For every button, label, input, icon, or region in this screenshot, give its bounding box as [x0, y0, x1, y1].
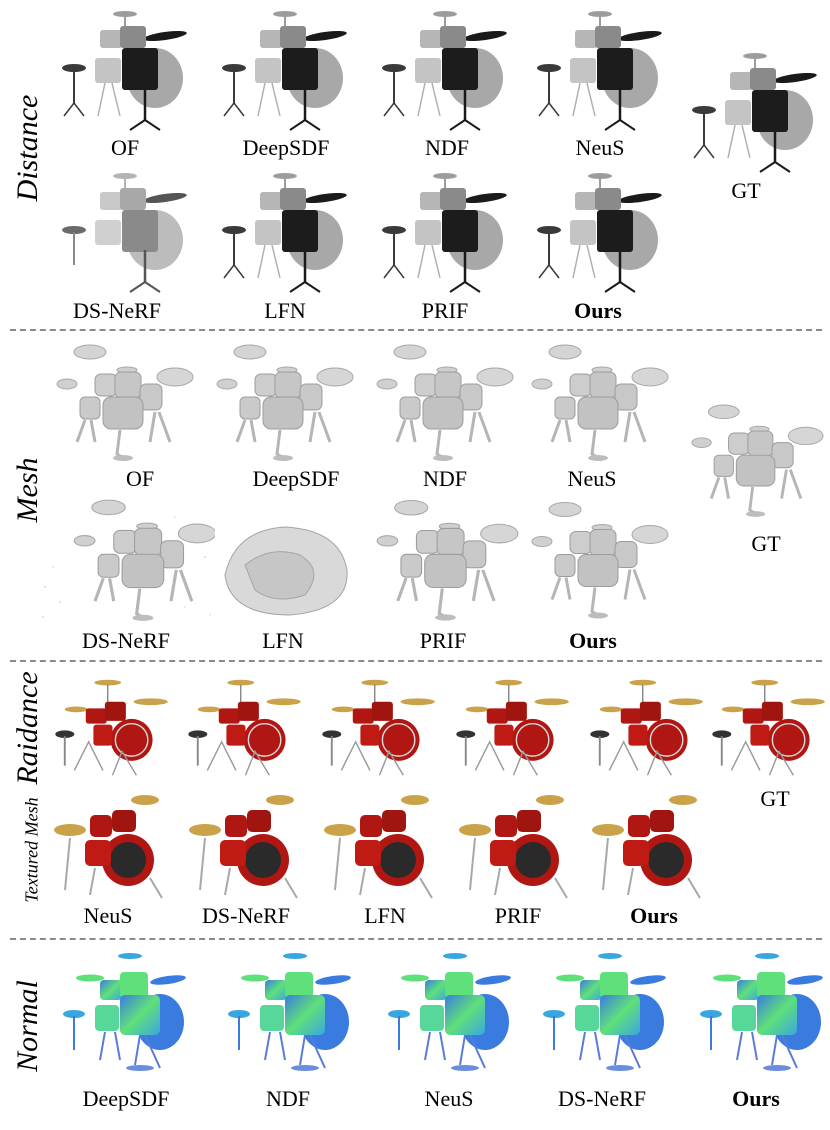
divider-3: [10, 938, 822, 940]
radiance-thumb-2: [188, 675, 303, 780]
texmesh-thumb-prif: [455, 790, 580, 900]
normal-thumb-ndf: [225, 950, 355, 1075]
mesh-thumb-of: [55, 342, 195, 462]
label-radiance: Raidance: [11, 671, 44, 785]
caption-normal-neus: NeuS: [424, 1086, 474, 1111]
normal-thumb-neus: [385, 950, 515, 1075]
caption-normal-ours: Ours: [732, 1086, 780, 1111]
mesh-thumb-lfn: [215, 515, 355, 620]
divider-1: [10, 329, 822, 331]
caption-texmesh-ours: Ours: [630, 903, 678, 928]
caption-distance-ours: Ours: [574, 298, 622, 323]
mesh-thumb-deepsdf: [215, 342, 355, 462]
caption-texmesh-neus: NeuS: [83, 903, 133, 928]
distance-thumb-of: [60, 8, 190, 133]
radiance-thumb-1: [55, 675, 170, 780]
texmesh-thumb-neus: [50, 790, 175, 900]
mesh-thumb-ndf: [375, 342, 515, 462]
caption-mesh-prif: PRIF: [419, 628, 467, 653]
texmesh-thumb-dsnerf: [180, 790, 315, 900]
caption-radiance-gt: GT: [760, 786, 790, 811]
normal-thumb-dsnerf: [540, 950, 670, 1075]
caption-normal-ndf: NDF: [265, 1086, 311, 1111]
texmesh-thumb-lfn: [320, 790, 445, 900]
caption-distance-ndf: NDF: [424, 135, 470, 160]
caption-mesh-ndf: NDF: [422, 466, 468, 491]
radiance-thumb-5: [590, 675, 705, 780]
caption-mesh-gt: GT: [751, 531, 781, 556]
texmesh-thumb-ours: [588, 790, 713, 900]
label-normal: Normal: [11, 980, 44, 1072]
caption-distance-prif: PRIF: [421, 298, 469, 323]
distance-thumb-neus: [535, 8, 665, 133]
distance-thumb-deepsdf: [220, 8, 350, 133]
mesh-thumb-gt: [690, 400, 825, 520]
caption-mesh-dsnerf: DS-NeRF: [81, 628, 171, 653]
distance-thumb-dsnerf: [60, 170, 190, 295]
distance-thumb-prif: [380, 170, 510, 295]
mesh-thumb-ours: [530, 497, 670, 622]
caption-mesh-of: OF: [125, 466, 155, 491]
caption-texmesh-dsnerf: DS-NeRF: [201, 903, 291, 928]
caption-distance-neus: NeuS: [575, 135, 625, 160]
caption-mesh-deepsdf: DeepSDF: [252, 466, 340, 491]
caption-mesh-lfn: LFN: [262, 628, 304, 653]
mesh-thumb-neus: [530, 342, 670, 462]
radiance-thumb-4: [456, 675, 571, 780]
caption-distance-deepsdf: DeepSDF: [242, 135, 330, 160]
caption-distance-dsnerf: DS-NeRF: [72, 298, 162, 323]
normal-thumb-ours: [697, 950, 827, 1075]
caption-mesh-neus: NeuS: [567, 466, 617, 491]
mesh-thumb-prif: [375, 497, 520, 622]
mesh-thumb-dsnerf: [35, 497, 215, 622]
radiance-thumb-3: [322, 675, 437, 780]
caption-texmesh-prif: PRIF: [494, 903, 542, 928]
caption-normal-deepsdf: DeepSDF: [82, 1086, 170, 1111]
label-distance: Distance: [11, 94, 44, 202]
caption-distance-gt: GT: [731, 178, 761, 203]
normal-thumb-deepsdf: [60, 950, 190, 1075]
distance-thumb-gt: [690, 50, 820, 175]
distance-thumb-lfn: [220, 170, 350, 295]
label-textured-mesh: Textured Mesh: [21, 797, 42, 903]
divider-2: [10, 660, 822, 662]
caption-normal-dsnerf: DS-NeRF: [557, 1086, 647, 1111]
radiance-thumb-gt: [712, 675, 827, 780]
caption-distance-of: OF: [110, 135, 140, 160]
caption-texmesh-lfn: LFN: [364, 903, 406, 928]
caption-distance-lfn: LFN: [264, 298, 306, 323]
caption-mesh-ours: Ours: [569, 628, 617, 653]
distance-thumb-ndf: [380, 8, 510, 133]
distance-thumb-ours: [535, 170, 665, 295]
